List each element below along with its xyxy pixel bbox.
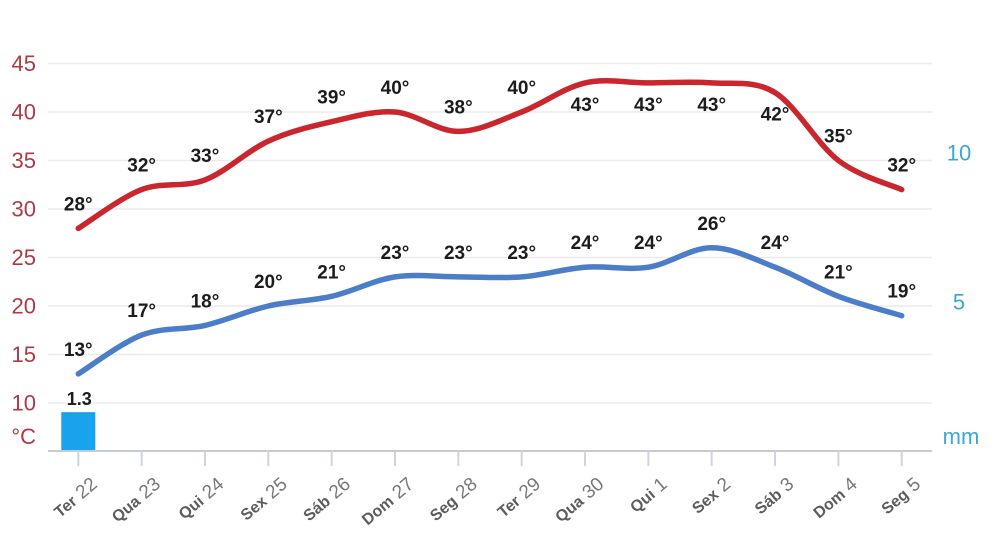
min-temp-value-label: 23° [381, 243, 410, 264]
precipitation-bars: 1.3 [61, 389, 96, 451]
x-axis-day-label: Sáb 26 [299, 474, 355, 526]
temp-axis-tick-label: 30 [12, 197, 36, 222]
x-axis-day-label: Sex 25 [236, 474, 292, 525]
x-axis-day-label: Dom 27 [357, 474, 418, 530]
max-temp-value-label: 40° [507, 78, 536, 99]
value-labels: 28° 32° 33° 37° 39° 40° 38° 40° 43° 43° 43° 42° 35° 3… [64, 78, 916, 361]
min-temp-value-label: 19° [887, 282, 916, 303]
min-temp-value-label: 26° [697, 214, 726, 235]
max-temp-value-label: 32° [127, 156, 156, 177]
x-axis-day-label: Qua 30 [551, 474, 609, 527]
max-temp-line [75, 77, 905, 232]
max-temp-value-label: 43° [697, 95, 726, 116]
gridlines [48, 62, 932, 404]
temp-axis-tick-label: 20 [12, 294, 36, 319]
max-temp-value-label: 42° [761, 105, 790, 126]
max-temp-value-label: 38° [444, 97, 473, 118]
x-axis-day-label: Ter 29 [493, 474, 545, 522]
temp-axis-tick-label: 45 [12, 51, 36, 76]
temp-axis-tick-label: 25 [12, 245, 36, 270]
right-axis-labels: 10 5 mm [943, 140, 980, 449]
max-temp-value-label: 39° [317, 88, 346, 109]
min-temp-value-label: 24° [634, 233, 663, 254]
min-temp-value-label: 21° [317, 262, 346, 283]
x-axis-day-label: Ter 22 [50, 474, 102, 522]
max-temp-value-label: 40° [381, 78, 410, 99]
temp-axis-tick-label: 40 [12, 100, 36, 125]
min-temp-value-label: 23° [444, 243, 473, 264]
min-temp-value-label: 21° [824, 262, 853, 283]
x-axis-day-label: Sex 2 [687, 474, 734, 519]
x-axis-day-label: Dom 4 [809, 473, 862, 522]
temp-axis-tick-label: 10 [12, 391, 36, 416]
min-temp-line [75, 245, 905, 377]
temperature-lines [75, 77, 905, 377]
min-temp-value-label: 18° [191, 291, 220, 312]
rain-axis-tick-label: 5 [953, 290, 965, 315]
min-temp-value-label: 13° [64, 340, 93, 361]
temp-axis-tick-label: 15 [12, 342, 36, 367]
x-axis-day-label: Sáb 3 [750, 474, 798, 519]
temp-axis-tick-label: 35 [12, 148, 36, 173]
max-temp-value-label: 37° [254, 107, 283, 128]
max-temp-value-label: 32° [887, 156, 916, 177]
rain-axis-tick-label: 10 [947, 140, 971, 165]
min-temp-value-label: 24° [761, 233, 790, 254]
mm-unit-label: mm [943, 424, 980, 449]
min-temp-value-label: 20° [254, 272, 283, 293]
precip-bar [61, 412, 96, 451]
x-axis-day-label: Qui 1 [625, 474, 671, 517]
min-temp-value-label: 23° [507, 243, 536, 264]
x-axis-day-label: Qua 23 [107, 474, 165, 527]
precip-value-label: 1.3 [67, 389, 92, 409]
min-temp-value-label: 24° [571, 233, 600, 254]
min-temp-value-label: 17° [127, 301, 156, 322]
x-axis-day-label: Seg 28 [425, 474, 481, 526]
max-temp-value-label: 33° [191, 146, 220, 167]
celsius-unit-label: °C [11, 424, 36, 449]
max-temp-value-label: 43° [634, 95, 663, 116]
x-axis-day-label: Seg 5 [877, 474, 925, 519]
max-temp-value-label: 35° [824, 127, 853, 148]
left-axis-labels: 45 40 35 30 25 20 15 10 °C [11, 51, 36, 449]
max-temp-value-label: 28° [64, 194, 93, 215]
max-temp-value-label: 43° [571, 95, 600, 116]
x-axis-day-label: Qui 24 [174, 473, 228, 523]
x-axis [48, 450, 932, 466]
